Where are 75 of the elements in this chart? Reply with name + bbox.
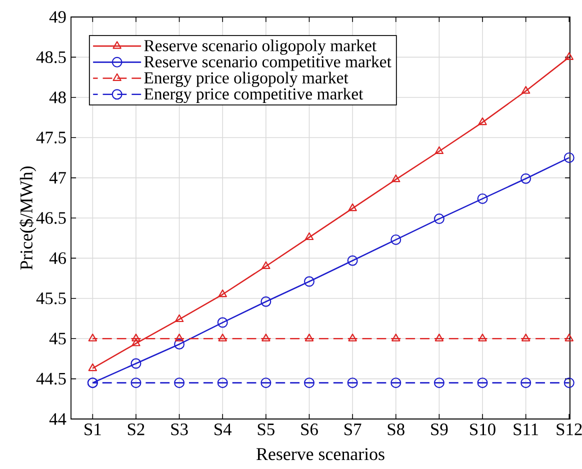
- point: [218, 289, 227, 298]
- point: [390, 378, 402, 388]
- point: [218, 334, 227, 342]
- point: [521, 334, 530, 342]
- point: [217, 317, 228, 328]
- x-tick-label: S3: [171, 424, 188, 436]
- point: [564, 152, 574, 163]
- y-tick-label: 48.5: [36, 51, 66, 64]
- point: [521, 86, 530, 94]
- point: [174, 378, 185, 388]
- point: [348, 334, 357, 342]
- point: [520, 378, 532, 388]
- point: [392, 174, 400, 182]
- point: [478, 117, 487, 126]
- point: [260, 296, 272, 307]
- y-axis-title: Price($/MWh): [19, 166, 36, 270]
- point: [434, 214, 444, 224]
- point: [88, 334, 98, 342]
- point: [304, 276, 314, 287]
- point: [132, 334, 140, 342]
- y-tick-label: 48: [49, 92, 66, 104]
- y-tick-label: 46.5: [36, 212, 66, 224]
- point: [88, 363, 98, 372]
- point: [392, 334, 400, 342]
- point: [434, 146, 444, 154]
- x-tick-label: S2: [128, 424, 144, 436]
- point: [262, 261, 270, 269]
- y-tick-label: 49: [49, 11, 66, 23]
- x-tick-label: S8: [388, 424, 404, 436]
- x-tick-label: S12: [556, 424, 582, 436]
- x-tick-label: S5: [258, 424, 274, 436]
- point: [477, 193, 488, 204]
- legend-label: Reserve scenario competitive market: [144, 56, 392, 71]
- y-tick-label: 45: [49, 332, 66, 344]
- point: [348, 203, 357, 212]
- point: [434, 334, 444, 342]
- point: [304, 334, 314, 342]
- x-tick-label: S10: [470, 424, 496, 436]
- point: [260, 378, 272, 388]
- y-tick-label: 47: [49, 172, 66, 184]
- x-tick-label: S9: [431, 424, 448, 436]
- point: [347, 378, 358, 388]
- point: [130, 358, 142, 369]
- x-axis-title: Reserve scenarios: [256, 448, 384, 460]
- point: [132, 338, 140, 346]
- x-tick-label: S1: [84, 424, 101, 436]
- y-tick-label: 44.5: [36, 372, 66, 385]
- legend-label: Energy price competitive market: [144, 88, 364, 104]
- point: [434, 378, 444, 388]
- point: [564, 52, 574, 60]
- x-tick-label: S11: [514, 424, 538, 436]
- x-tick-label: S4: [214, 424, 232, 436]
- point: [347, 255, 358, 266]
- point: [262, 334, 270, 342]
- y-tick-label: 45.5: [36, 292, 66, 304]
- point: [390, 234, 402, 245]
- y-tick-label: 47.5: [36, 132, 66, 144]
- point: [478, 334, 487, 342]
- point: [174, 314, 184, 322]
- point: [304, 232, 314, 240]
- y-tick-label: 46: [49, 252, 66, 264]
- legend-label: Reserve scenario oligopoly market: [144, 40, 376, 55]
- point: [304, 378, 314, 388]
- point: [130, 378, 142, 388]
- point: [174, 338, 185, 350]
- point: [520, 173, 532, 184]
- point: [477, 378, 488, 388]
- x-tick-label: S7: [344, 424, 362, 436]
- point: [564, 334, 574, 342]
- point: [217, 378, 228, 388]
- y-tick-label: 44: [49, 413, 66, 425]
- legend-label: Energy price oligopoly market: [144, 72, 348, 87]
- x-tick-label: S6: [301, 424, 318, 436]
- point: [564, 378, 574, 388]
- point: [174, 334, 184, 342]
